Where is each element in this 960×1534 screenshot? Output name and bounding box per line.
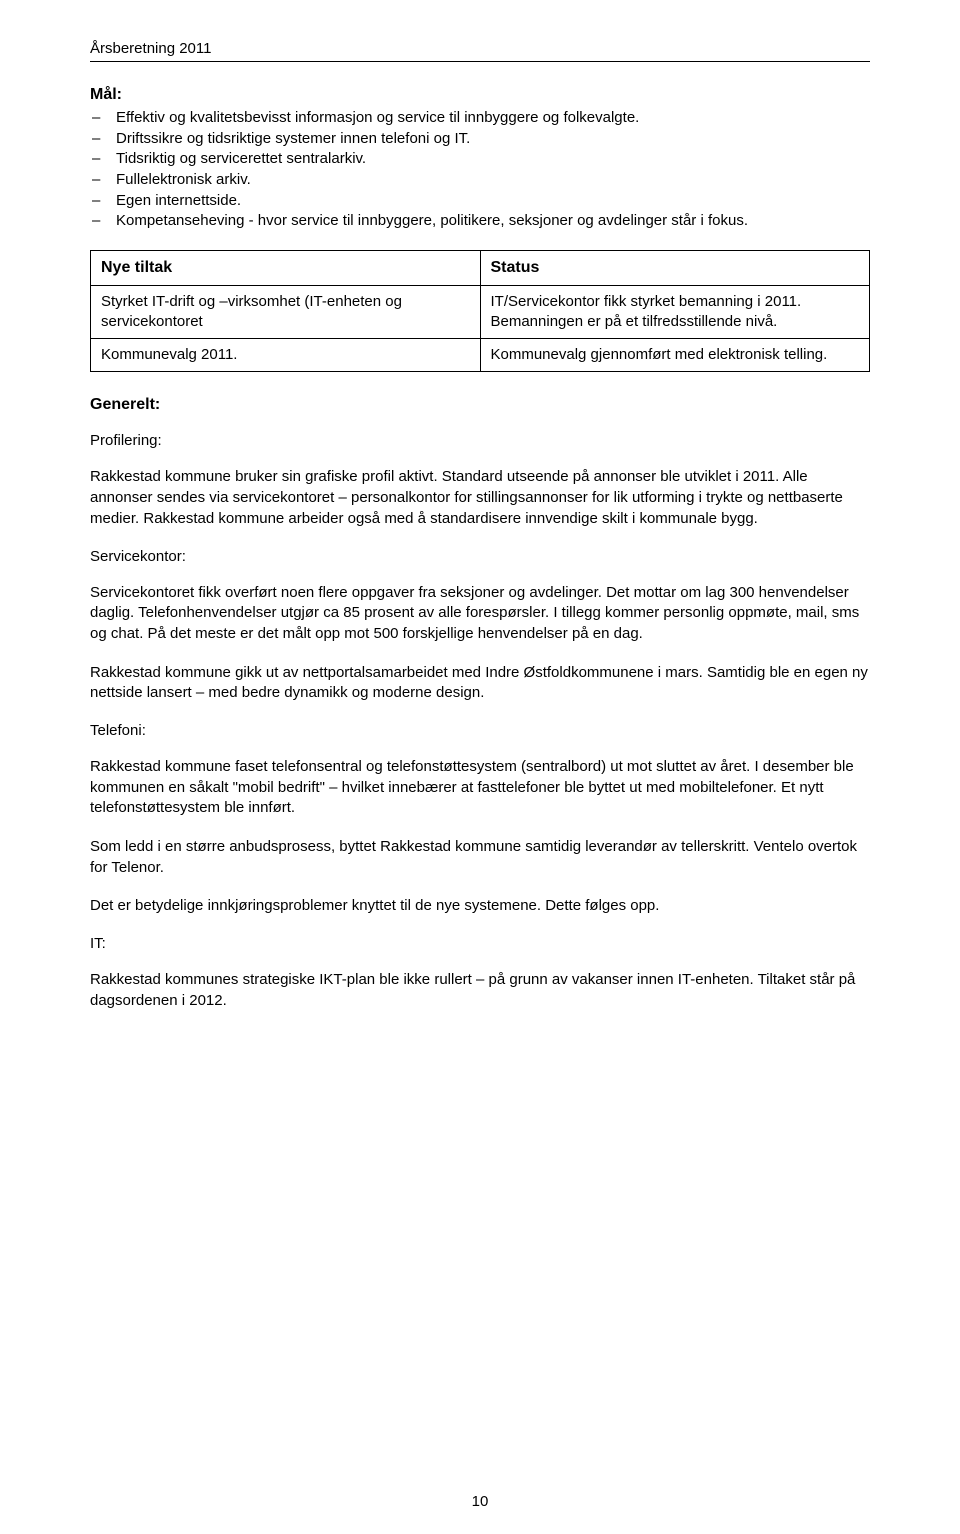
maal-heading: Mål:	[90, 86, 870, 104]
subheading-telefoni: Telefoni:	[90, 722, 870, 739]
table-row: Kommunevalg 2011. Kommunevalg gjennomfør…	[91, 339, 870, 372]
maal-item: Egen internettside.	[116, 191, 870, 212]
maal-item: Effektiv og kvalitetsbevisst informasjon…	[116, 108, 870, 129]
running-header: Årsberetning 2011	[90, 40, 870, 57]
table-header-status: Status	[480, 251, 870, 286]
table-header-nye-tiltak: Nye tiltak	[91, 251, 481, 286]
table-header-row: Nye tiltak Status	[91, 251, 870, 286]
header-rule	[90, 61, 870, 62]
maal-item: Fullelektronisk arkiv.	[116, 170, 870, 191]
paragraph: Det er betydelige innkjøringsproblemer k…	[90, 896, 870, 917]
subheading-it: IT:	[90, 935, 870, 952]
maal-item: Tidsriktig og servicerettet sentralarkiv…	[116, 149, 870, 170]
generelt-heading: Generelt:	[90, 396, 870, 414]
paragraph: Servicekontoret fikk overført noen flere…	[90, 583, 870, 645]
maal-item: Driftssikre og tidsriktige systemer inne…	[116, 129, 870, 150]
paragraph: Som ledd i en større anbudsprosess, bytt…	[90, 837, 870, 878]
subheading-profilering: Profilering:	[90, 432, 870, 449]
tiltak-table: Nye tiltak Status Styrket IT-drift og –v…	[90, 250, 870, 372]
subheading-servicekontor: Servicekontor:	[90, 548, 870, 565]
paragraph: Rakkestad kommune gikk ut av nettportals…	[90, 663, 870, 704]
page-number: 10	[0, 1493, 960, 1510]
maal-item: Kompetanseheving - hvor service til innb…	[116, 211, 870, 232]
table-cell-status: Kommunevalg gjennomført med elektronisk …	[480, 339, 870, 372]
maal-list: Effektiv og kvalitetsbevisst informasjon…	[90, 108, 870, 232]
paragraph: Rakkestad kommunes strategiske IKT-plan …	[90, 970, 870, 1011]
paragraph: Rakkestad kommune bruker sin grafiske pr…	[90, 467, 870, 529]
table-cell-tiltak: Styrket IT-drift og –virksomhet (IT-enhe…	[91, 285, 481, 339]
page: Årsberetning 2011 Mål: Effektiv og kvali…	[0, 0, 960, 1534]
table-cell-status: IT/Servicekontor fikk styrket bemanning …	[480, 285, 870, 339]
table-row: Styrket IT-drift og –virksomhet (IT-enhe…	[91, 285, 870, 339]
table-cell-tiltak: Kommunevalg 2011.	[91, 339, 481, 372]
paragraph: Rakkestad kommune faset telefonsentral o…	[90, 757, 870, 819]
